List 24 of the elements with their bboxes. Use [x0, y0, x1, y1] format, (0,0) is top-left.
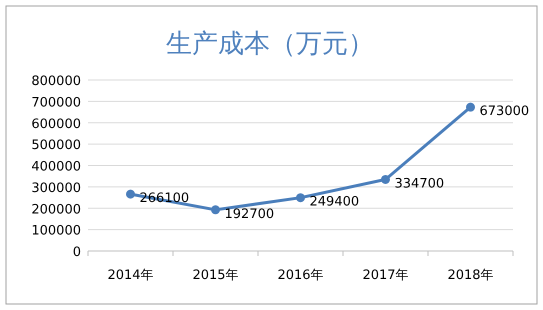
x-tick-label: 2017年	[362, 268, 409, 283]
point	[126, 190, 135, 199]
y-tick-label: 600000	[31, 116, 81, 132]
y-tick-label: 200000	[31, 202, 81, 218]
x-tick-label: 2014年	[107, 268, 154, 283]
y-tick-label: 100000	[31, 224, 81, 239]
chart-title: 生产成本（万元）	[166, 29, 374, 59]
point	[211, 205, 220, 214]
y-tick-label: 700000	[31, 95, 81, 110]
data-label: 673000	[480, 104, 530, 120]
point	[466, 102, 475, 112]
y-tick-label: 500000	[31, 138, 81, 154]
x-tick-label: 2016年	[277, 268, 324, 283]
y-tick-label: 800000	[31, 74, 81, 89]
y-tick-label: 400000	[31, 160, 81, 174]
point	[296, 193, 305, 202]
data-label: 334700	[394, 176, 444, 192]
y-tick-label: 0	[72, 245, 81, 260]
y-tick-label: 300000	[31, 180, 81, 196]
x-tick-label: 2018年	[447, 268, 494, 283]
point	[381, 174, 390, 184]
data-label: 192700	[224, 206, 274, 222]
x-tick-label: 2015年	[192, 268, 239, 283]
data-label: 249400	[310, 194, 360, 210]
